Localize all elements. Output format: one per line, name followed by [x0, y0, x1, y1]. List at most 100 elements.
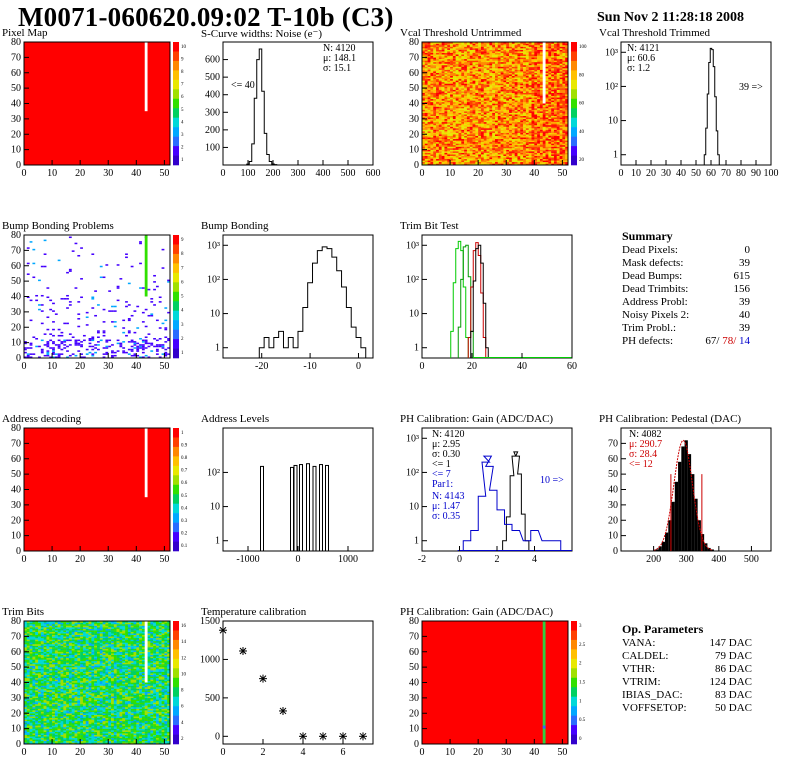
y-tick-label: 40: [11, 99, 21, 110]
palette-swatch: [173, 263, 179, 274]
stat-text: μ: 60.6: [627, 53, 655, 64]
palette-swatch: [571, 98, 577, 109]
heatmap-fill: [24, 428, 170, 551]
palette-tick-label: 0.2: [181, 531, 188, 536]
y-tick-label: 10²: [207, 274, 220, 285]
palette-tick-label: 2: [579, 662, 582, 667]
histogram-bar: [312, 465, 317, 552]
stat-text: σ: 15.1: [323, 63, 351, 74]
dead-column: [144, 235, 148, 297]
x-tick-label: 30: [103, 554, 113, 565]
plot-frame: [222, 620, 374, 745]
summary-row-ph: PH defects: 67/ 78/ 14: [622, 335, 750, 348]
panel-title: Temperature calibration: [201, 606, 307, 618]
palette-swatch: [173, 465, 179, 476]
stat-text: Par1:: [432, 479, 453, 490]
x-tick-label: 400: [316, 168, 331, 179]
histogram-bar: [671, 501, 675, 551]
y-tick-label: 10³: [406, 240, 419, 251]
x-tick-label: 20: [473, 168, 483, 179]
histogram-line: [246, 48, 278, 166]
summary-value: 156: [733, 283, 751, 295]
palette-swatch: [571, 70, 577, 81]
y-tick-label: 0: [613, 546, 618, 557]
x-tick-label: 20: [75, 554, 85, 565]
stat-text: N: 4120: [432, 429, 465, 440]
y-tick-label: 40: [409, 678, 419, 689]
histogram-bar: [707, 547, 711, 551]
summary-box: Summary Dead Pixels: 0 Mask defects: 39 Dead…: [622, 229, 750, 348]
palette-tick-label: 0.4: [181, 506, 188, 511]
dead-column: [542, 621, 546, 744]
y-tick-label: 30: [11, 307, 21, 318]
histogram-bar: [700, 534, 705, 551]
palette-swatch: [173, 522, 179, 533]
y-tick-label: 1: [414, 536, 419, 547]
histogram-bar: [710, 549, 714, 551]
palette-swatch: [173, 456, 179, 467]
y-tick-label: 30: [11, 114, 21, 125]
palette-swatch: [173, 127, 179, 137]
op-param-value: 124 DAC: [709, 676, 752, 688]
panel-title: Vcal Threshold Untrimmed: [400, 27, 522, 39]
palette-swatch: [173, 446, 179, 457]
op-param-label: CALDEL:: [622, 650, 669, 662]
palette-tick-label: 14: [181, 640, 187, 645]
y-tick-label: 50: [409, 662, 419, 673]
x-tick-label: 2: [261, 747, 266, 758]
y-tick-label: 20: [409, 129, 419, 140]
y-tick-label: 60: [409, 68, 419, 79]
dead-column: [542, 42, 546, 104]
y-tick-label: 60: [11, 261, 21, 272]
y-tick-label: 80: [409, 616, 419, 627]
x-tick-label: 0: [296, 554, 301, 565]
palette-tick-label: 3: [579, 624, 582, 629]
ph-gain-panel: PH Calibration: Gain (ADC/DAC) -2 0 2 4 1 10 1…: [398, 413, 578, 576]
histogram-bar: [299, 464, 303, 552]
summary-label: PH defects:: [622, 335, 674, 347]
histogram-bar: [681, 446, 685, 551]
palette-swatch: [173, 98, 179, 109]
x-tick-label: -2: [418, 554, 426, 565]
palette-swatch: [173, 503, 179, 514]
palette-tick-label: 0.7: [181, 469, 188, 474]
scurve-panel: S-Curve widths: Noise (e⁻) 0 100 200 300 400…: [199, 28, 381, 190]
panel-title: Bump Bonding: [201, 220, 269, 232]
y-tick-label: 20: [11, 708, 21, 719]
panel-title: PH Calibration: Gain (ADC/DAC): [400, 606, 554, 618]
y-tick-label: 500: [205, 693, 220, 704]
palette-swatch: [173, 658, 179, 669]
palette-swatch: [571, 42, 577, 52]
x-tick-label: 30: [661, 168, 671, 179]
scurve-chart: 0 100 200 300 400 500 600 100 200 300 400 500 600 N: …: [205, 41, 381, 179]
palette-swatch: [571, 60, 577, 71]
histogram-line: [258, 246, 367, 358]
heatmap-cells: [24, 621, 171, 745]
palette-swatch: [571, 146, 577, 156]
palette-swatch: [173, 89, 179, 100]
data-point: [219, 626, 227, 635]
dead-column: [542, 725, 546, 729]
palette-swatch: [173, 329, 179, 340]
palette-swatch: [173, 272, 179, 283]
op-param-value: 147 DAC: [709, 637, 752, 649]
heatmap-cells: [24, 42, 170, 165]
palette-tick-label: 4: [181, 721, 184, 726]
x-tick-label: 10: [631, 168, 641, 179]
palette-swatch: [571, 621, 577, 631]
data-point: [299, 732, 307, 741]
summary-title: Summary: [622, 229, 673, 243]
summary-label: Dead Bumps:: [622, 270, 683, 282]
palette-swatch: [571, 658, 577, 669]
y-tick-label: 1: [414, 343, 419, 354]
heatmap-fill: [24, 235, 170, 358]
palette-tick-label: 12: [181, 656, 187, 661]
palette-swatch: [173, 146, 179, 156]
palette-swatch: [173, 475, 179, 486]
panel-title: PH Calibration: Pedestal (DAC): [599, 413, 742, 425]
panel-title: Address decoding: [2, 413, 82, 425]
palette-tick-label: 1: [181, 158, 184, 163]
data-point: [259, 674, 267, 683]
